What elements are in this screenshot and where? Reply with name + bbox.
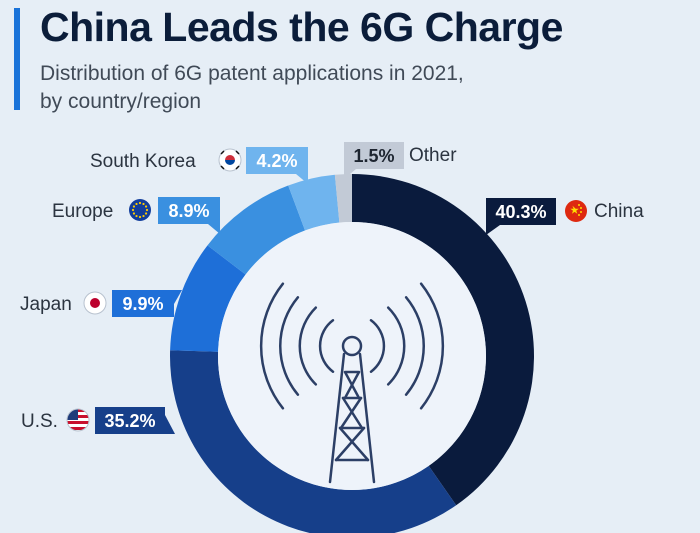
donut-slice-china <box>352 174 534 506</box>
us-value-box <box>95 407 165 434</box>
eu-star <box>142 214 145 218</box>
japan-value-label: 9.9% <box>122 294 163 314</box>
eu-star <box>144 212 148 215</box>
eu-star <box>135 202 138 206</box>
us-pointer <box>165 415 175 434</box>
europe-value-box <box>158 197 220 224</box>
south-korea-value-label: 4.2% <box>256 151 297 171</box>
eu-star <box>144 205 148 208</box>
eu-star <box>138 215 142 219</box>
donut-slice-south-korea <box>288 174 340 231</box>
eu-star <box>142 202 145 206</box>
eu-star <box>132 212 136 215</box>
japan-flag-icon <box>83 291 107 315</box>
china-value-label: 40.3% <box>495 202 546 222</box>
donut-slice-u-s <box>170 350 457 533</box>
europe-value-label: 8.9% <box>168 201 209 221</box>
us-flag-icon <box>66 408 90 432</box>
label-other: 1.5% Other <box>344 142 457 169</box>
japan-category-label: Japan <box>20 294 72 315</box>
label-china: 40.3% China <box>486 198 644 225</box>
other-pointer <box>344 169 356 179</box>
label-south-korea: South Korea 4.2% <box>90 147 308 174</box>
europe-pointer <box>208 224 220 234</box>
eu-star <box>145 208 149 212</box>
eu-flag-icon <box>129 199 151 221</box>
japan-value-box <box>112 290 174 317</box>
other-value-label: 1.5% <box>353 146 394 166</box>
other-value-box <box>344 142 404 169</box>
eu-star <box>131 208 135 212</box>
title-accent-bar <box>14 8 20 110</box>
china-pointer <box>486 225 500 235</box>
south-korea-flag-icon <box>218 148 242 172</box>
south-korea-value-box <box>246 147 308 174</box>
eu-star <box>132 205 136 208</box>
eu-star <box>135 214 138 218</box>
donut-slice-other <box>334 174 352 223</box>
chart-subtitle-line-2: by country/region <box>40 90 202 113</box>
donut-slice-europe <box>207 185 306 275</box>
label-connectors <box>165 169 500 434</box>
us-value-label: 35.2% <box>104 411 155 431</box>
label-europe: Europe 8.9% <box>52 197 220 224</box>
south-korea-category-label: South Korea <box>90 151 196 172</box>
japan-pointer <box>174 290 182 304</box>
eu-star <box>138 201 142 205</box>
label-us: U.S. 35.2% <box>21 407 165 434</box>
china-value-box <box>486 198 556 225</box>
us-category-label: U.S. <box>21 411 58 432</box>
chart-subtitle-line-1: Distribution of 6G patent applications i… <box>40 62 464 85</box>
south-korea-pointer <box>296 174 308 184</box>
china-category-label: China <box>594 201 644 222</box>
donut-slice-japan <box>170 245 246 352</box>
other-category-label: Other <box>409 145 457 166</box>
chart-title: China Leads the 6G Charge <box>40 4 563 50</box>
label-japan: Japan 9.9% <box>20 290 174 317</box>
cell-tower-icon <box>259 282 445 484</box>
china-flag-icon <box>565 200 587 222</box>
europe-category-label: Europe <box>52 201 113 222</box>
